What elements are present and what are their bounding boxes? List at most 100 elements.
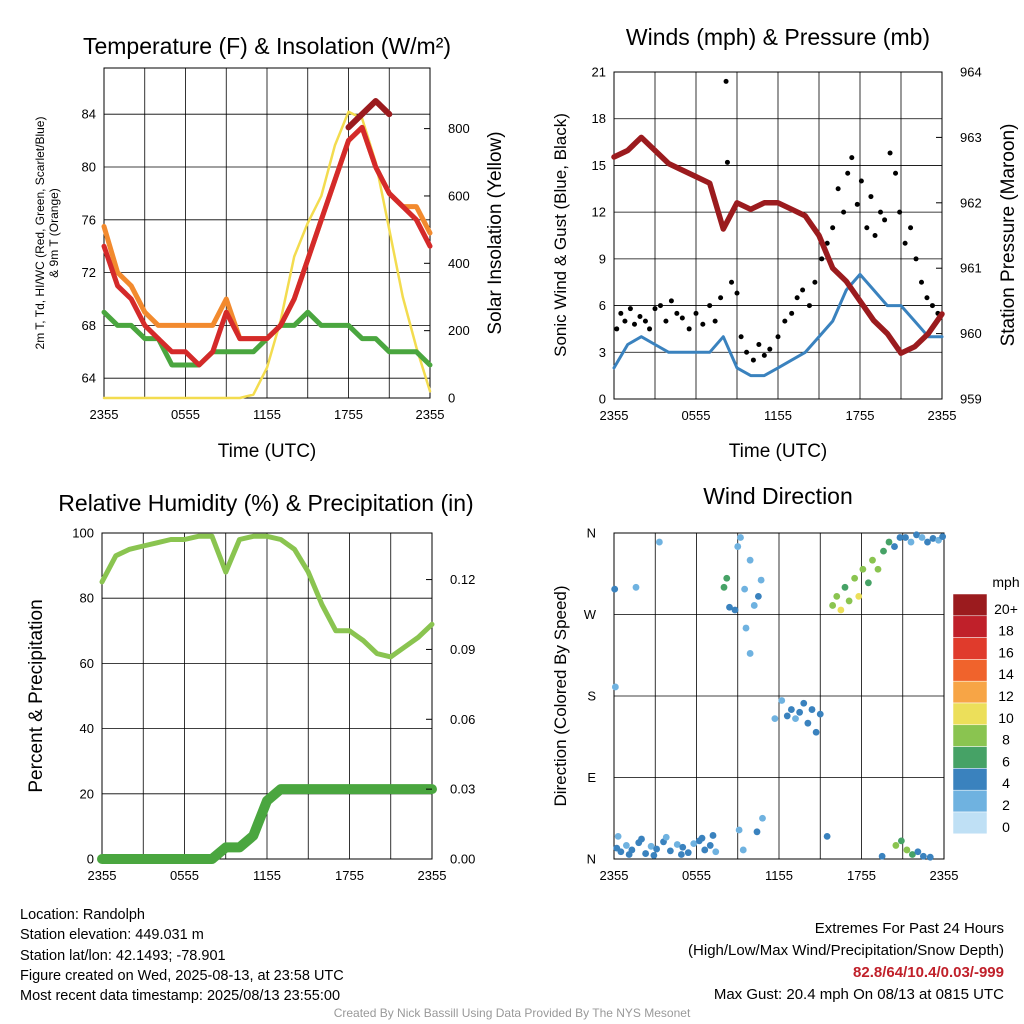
- direction-point: [787, 706, 795, 713]
- gust-point: [750, 357, 756, 363]
- x-tick-label: 1155: [765, 868, 793, 883]
- gust-point: [835, 186, 841, 192]
- y-tick-label-left: 0: [87, 852, 94, 867]
- temperature-yticks-left: 64 68 72 76 80 84: [82, 107, 96, 386]
- direction-grid: [614, 533, 944, 859]
- direction-point: [845, 597, 853, 605]
- direction-tick-label: W: [584, 607, 597, 622]
- y-tick-label-left: 40: [80, 721, 94, 736]
- legend-swatch: [952, 724, 988, 747]
- pressure-line: [611, 134, 945, 356]
- direction-point: [851, 574, 859, 582]
- direction-point: [816, 710, 824, 718]
- direction-point: [709, 832, 717, 839]
- legend-swatch: [952, 811, 988, 835]
- gust-point: [882, 217, 888, 223]
- temperature-xlabel: Time (UTC): [218, 441, 317, 462]
- gust-point: [618, 310, 624, 316]
- direction-point: [723, 574, 731, 582]
- direction-point: [662, 833, 670, 841]
- direction-point: [698, 834, 706, 842]
- legend-title: mph: [992, 574, 1019, 590]
- y-tick-label-right: 200: [448, 323, 470, 338]
- y-tick-label-left: 20: [80, 786, 94, 801]
- humidity-yticks-left: 0 20 40 60 80 100: [72, 526, 94, 867]
- legend-swatch: [952, 593, 988, 617]
- winds-series: [611, 78, 945, 378]
- direction-point: [841, 583, 849, 591]
- winds-xticks: 2355 0555 1155 1755 2355: [600, 408, 957, 423]
- extremes-title: Extremes For Past 24 Hours: [814, 920, 1004, 937]
- direction-point: [771, 715, 779, 723]
- x-tick-label: 2355: [416, 407, 445, 422]
- direction-point: [808, 706, 816, 713]
- gust-point: [707, 303, 713, 309]
- latlon-text: Station lat/lon: 42.1493; -78.901: [20, 947, 226, 964]
- x-tick-label: 0555: [682, 868, 711, 883]
- x-tick-label: 2355: [88, 868, 117, 883]
- legend-swatch: [952, 702, 988, 726]
- y-tick-label-left: 76: [82, 212, 96, 227]
- y-tick-label-right: 960: [960, 326, 982, 341]
- direction-point: [726, 603, 733, 611]
- legend-label: 0: [1002, 819, 1010, 835]
- gust-point: [878, 209, 883, 215]
- y-tick-label-left: 0: [599, 392, 606, 407]
- gust-point: [929, 303, 935, 309]
- x-tick-label: 1755: [847, 868, 876, 883]
- direction-point: [737, 534, 744, 541]
- direction-point: [757, 576, 765, 584]
- gust-point: [663, 318, 669, 324]
- direction-point: [939, 533, 947, 541]
- y-tick-label-left: 64: [82, 371, 96, 386]
- x-tick-label: 1155: [253, 868, 281, 883]
- gust-point: [738, 334, 744, 340]
- gust-point: [674, 310, 680, 316]
- winds-title: Winds (mph) & Pressure (mb): [626, 24, 930, 50]
- winds-xlabel: Time (UTC): [729, 441, 828, 462]
- x-tick-label: 1155: [253, 407, 281, 422]
- heat-index-line: [345, 98, 393, 131]
- x-tick-label: 2355: [600, 408, 629, 423]
- gust-point: [868, 194, 874, 200]
- humidity-ylabel-left: Percent & Precipitation: [26, 599, 47, 792]
- direction-point: [720, 583, 728, 591]
- y-tick-label-left: 12: [592, 205, 606, 220]
- gust-point: [686, 326, 692, 332]
- temperature-grid: [104, 68, 430, 398]
- gust-point: [767, 346, 773, 352]
- legend-label: 14: [998, 666, 1014, 682]
- direction-point: [859, 565, 867, 573]
- direction-title: Wind Direction: [703, 483, 853, 509]
- direction-point: [869, 556, 876, 564]
- direction-point: [896, 534, 904, 541]
- gust-point: [729, 279, 735, 285]
- humidity-yticks-right: 0.00 0.03 0.06 0.09 0.12: [426, 572, 475, 867]
- speed-legend: 20+ 18 16 14 12 10 8 6 4 2 0: [952, 593, 1018, 835]
- direction-point: [653, 845, 661, 853]
- gust-point: [919, 279, 924, 285]
- gust-point: [824, 240, 830, 246]
- legend-label: 4: [1002, 775, 1010, 791]
- direction-point: [812, 728, 820, 736]
- y-tick-label-left: 15: [592, 158, 606, 173]
- gust-point: [924, 295, 930, 301]
- gust-point: [782, 318, 788, 324]
- legend-label: 10: [998, 710, 1014, 726]
- gust-point: [718, 295, 724, 301]
- legend-label: 6: [1002, 753, 1010, 769]
- x-tick-label: 2355: [600, 868, 629, 883]
- humidity-title: Relative Humidity (%) & Precipitation (i…: [58, 490, 473, 516]
- x-tick-label: 0555: [682, 408, 711, 423]
- temperature-2m-line: [101, 124, 433, 368]
- y-tick-label-left: 3: [599, 345, 606, 360]
- direction-point: [885, 538, 893, 546]
- gust-point: [744, 349, 750, 355]
- direction-point: [919, 852, 927, 860]
- gust-point: [712, 318, 718, 324]
- direction-xticks: 2355 0555 1155 1755 2355: [600, 868, 959, 883]
- y-tick-label-right: 400: [448, 256, 470, 271]
- direction-point: [837, 606, 845, 614]
- direction-yticks-left: N E S W N: [584, 526, 597, 867]
- x-tick-label: 2355: [930, 868, 959, 883]
